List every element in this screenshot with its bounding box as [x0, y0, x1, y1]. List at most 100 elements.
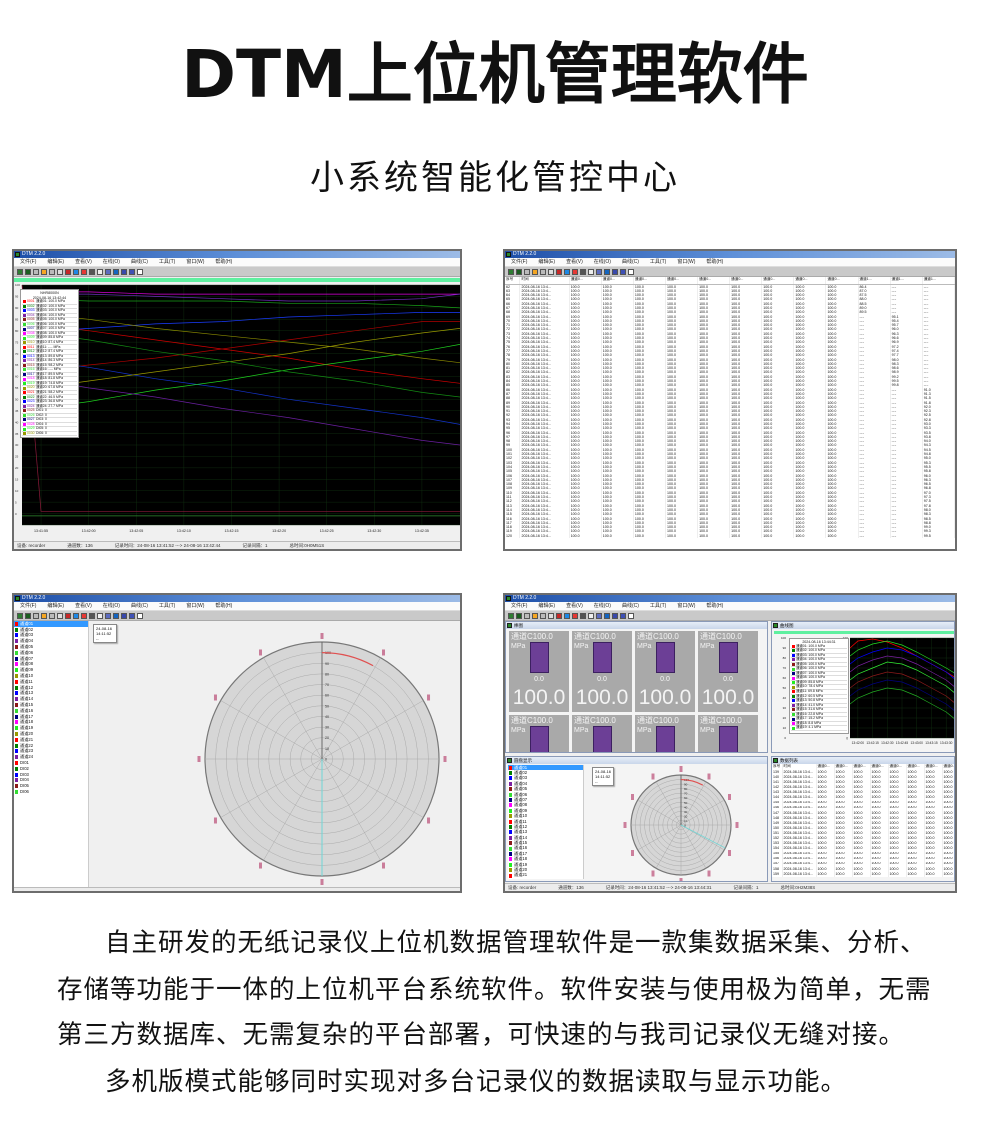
- table-row[interactable]: 99 2024-08-16 13:4... 100.0 100.0 100.0 100.0…: [505, 443, 955, 448]
- table-row[interactable]: 62 2024-08-16 13:4... 100.0 100.0 100.0 100.0…: [505, 284, 955, 289]
- search-icon[interactable]: [113, 268, 119, 275]
- table-row[interactable]: 146 2024-08-16 13:4... 100.0 100.0 100.0 100.…: [772, 805, 954, 811]
- menu-item[interactable]: 在线(O): [102, 603, 120, 609]
- legend-item[interactable]: 通道16: 22.8 MPa: [791, 712, 847, 718]
- menu-item[interactable]: 工具(T): [158, 603, 176, 609]
- table-row[interactable]: 103 2024-08-16 13:4... 100.0 100.0 100.0 100.…: [505, 460, 955, 465]
- legend-item[interactable]: 0019 通道19: 74.8 MPa: [22, 381, 77, 387]
- column-header[interactable]: 通道0...: [924, 764, 943, 770]
- column-header[interactable]: 通道0...: [569, 277, 602, 285]
- legend-item[interactable]: 0024 通道24: 27.7 MPa: [22, 404, 77, 410]
- table-row[interactable]: 77 2024-08-16 13:4... 100.0 100.0 100.0 100.0…: [505, 348, 955, 354]
- menu-item[interactable]: 文件(F): [20, 603, 37, 609]
- table-row[interactable]: 94 2024-08-16 13:4... 100.0 100.0 100.0 100.0…: [505, 422, 955, 427]
- channel-list-item[interactable]: 通道02: [14, 627, 88, 633]
- menu-item[interactable]: 窗口(W): [186, 259, 205, 265]
- column-header[interactable]: 通道0...: [601, 277, 634, 285]
- chart-icon[interactable]: [81, 268, 87, 275]
- menu-item[interactable]: 文件(F): [511, 603, 528, 609]
- export-icon[interactable]: [588, 268, 594, 275]
- channel-list-item[interactable]: 通道14: [508, 835, 583, 840]
- alarm-icon[interactable]: [41, 268, 47, 275]
- legend-item[interactable]: 通道11: 69.8 MPa: [791, 689, 847, 695]
- chart-icon[interactable]: [572, 268, 578, 275]
- channel-list-item[interactable]: 通道10: [14, 673, 88, 679]
- channel-list-item[interactable]: 通道05: [508, 786, 583, 792]
- column-header[interactable]: 通道1...: [858, 277, 891, 285]
- legend-item[interactable]: 0008 通道08: 100.0 MPa: [22, 331, 77, 337]
- table-row[interactable]: 143 2024-08-16 13:4... 100.0 100.0 100.0 100.…: [772, 790, 954, 796]
- channel-list-item[interactable]: 通道21: [508, 873, 583, 878]
- table-row[interactable]: 154 2024-08-16 13:4... 100.0 100.0 100.0 100.…: [772, 846, 954, 852]
- legend-item[interactable]: 通道06: 100.0 MPa: [791, 666, 847, 672]
- table-row[interactable]: 89 2024-08-16 13:4... 100.0 100.0 100.0 100.0…: [505, 400, 955, 405]
- device-icon[interactable]: [516, 268, 522, 275]
- menu-item[interactable]: 文件(F): [20, 259, 37, 265]
- channel-list-item[interactable]: 通道16: [508, 846, 583, 851]
- channel-list-item[interactable]: 通道16: [14, 708, 88, 714]
- menu-item[interactable]: 窗口(W): [186, 603, 205, 609]
- search-icon[interactable]: [604, 612, 610, 619]
- column-header[interactable]: 通道0...: [825, 277, 859, 285]
- legend-item[interactable]: 0007 通道07: 100.0 MPa: [22, 326, 77, 332]
- channel-list-item[interactable]: 通道09: [508, 808, 583, 813]
- column-header[interactable]: 通道0...: [697, 277, 731, 285]
- table-row[interactable]: 68 2024-08-16 13:4... 100.0 100.0 100.0 100.0…: [505, 310, 955, 315]
- table-row[interactable]: 118 2024-08-16 13:4... 100.0 100.0 100.0 100.…: [505, 525, 955, 530]
- alarm-icon[interactable]: [41, 612, 47, 619]
- column-header[interactable]: 序号: [772, 764, 783, 770]
- channel-list-item[interactable]: 通道17: [508, 851, 583, 856]
- menu-item[interactable]: 曲线(C): [621, 259, 639, 265]
- legend-item[interactable]: 0012 通道12: 87.4 MPa: [22, 349, 77, 355]
- table-row[interactable]: 102 2024-08-16 13:4... 100.0 100.0 100.0 100.…: [505, 456, 955, 461]
- legend-item[interactable]: 通道14: 41.0 MPa: [791, 703, 847, 709]
- table-row[interactable]: 104 2024-08-16 13:4... 100.0 100.0 100.0 100.…: [505, 464, 955, 470]
- menu-item[interactable]: 在线(O): [102, 259, 120, 265]
- column-header[interactable]: 通道0...: [888, 764, 907, 770]
- disabled-icon[interactable]: [540, 612, 546, 619]
- table-row[interactable]: 87 2024-08-16 13:4... 100.0 100.0 100.0 100.0…: [505, 391, 955, 397]
- table-row[interactable]: 86 2024-08-16 13:4... 100.0 100.0 100.0 100.0…: [505, 387, 955, 392]
- connect-icon[interactable]: [17, 612, 23, 619]
- legend-item[interactable]: 0029 DI05: 0: [22, 426, 77, 432]
- table-row[interactable]: 88 2024-08-16 13:4... 100.0 100.0 100.0 100.0…: [505, 396, 955, 401]
- column-header[interactable]: 通道0...: [870, 764, 889, 770]
- frame-icon[interactable]: [57, 268, 63, 275]
- channel-list-item[interactable]: 通道12: [508, 824, 583, 829]
- list-icon[interactable]: [620, 268, 626, 275]
- channel-list-item[interactable]: 通道01: [508, 765, 583, 771]
- column-header[interactable]: 通道0...: [793, 277, 827, 285]
- device-icon[interactable]: [25, 268, 31, 275]
- legend-item[interactable]: 0030 DI06: 0: [22, 431, 77, 437]
- legend-item[interactable]: 0022 通道22: 46.5 MPa: [22, 395, 77, 401]
- legend-item[interactable]: 通道15: 31.6 MPa: [791, 707, 847, 713]
- table-row[interactable]: 72 2024-08-16 13:4... 100.0 100.0 100.0 100.0…: [505, 327, 955, 332]
- frame-icon[interactable]: [548, 268, 554, 275]
- legend-item[interactable]: 0020 通道20: 67.8 MPa: [22, 386, 77, 391]
- copy-icon[interactable]: [612, 268, 618, 275]
- legend-item[interactable]: 通道02: 100.0 MPa: [791, 648, 847, 654]
- search-icon[interactable]: [113, 612, 119, 619]
- legend-item[interactable]: 0026 DI02: 0: [22, 413, 77, 419]
- channel-list-item[interactable]: DI05: [14, 783, 88, 789]
- table-row[interactable]: 95 2024-08-16 13:4... 100.0 100.0 100.0 100.0…: [505, 426, 955, 431]
- table-row[interactable]: 69 2024-08-16 13:4... 100.0 100.0 100.0 100.0…: [505, 314, 955, 319]
- info-icon[interactable]: [564, 612, 570, 619]
- legend-item[interactable]: 0018 通道18: 81.8 MPa: [22, 376, 77, 382]
- legend-item[interactable]: 通道01: 100.0 MPa: [791, 644, 847, 650]
- alarm-icon[interactable]: [532, 268, 538, 275]
- channel-list-item[interactable]: 通道11: [14, 679, 88, 685]
- legend-item[interactable]: 0017 通道17: 89.5 MPa: [22, 372, 77, 378]
- channel-list-item[interactable]: 通道03: [508, 776, 583, 781]
- column-header[interactable]: 通道0...: [834, 764, 853, 770]
- print-icon[interactable]: [580, 612, 586, 619]
- channel-list-item[interactable]: 通道19: [508, 862, 583, 867]
- frame-icon[interactable]: [57, 612, 63, 619]
- table-row[interactable]: 80 2024-08-16 13:4... 100.0 100.0 100.0 100.0…: [505, 361, 955, 367]
- print-icon[interactable]: [89, 268, 95, 275]
- table-row[interactable]: 114 2024-08-16 13:4... 100.0 100.0 100.0 100.…: [505, 507, 955, 513]
- cursor-icon[interactable]: [556, 612, 562, 619]
